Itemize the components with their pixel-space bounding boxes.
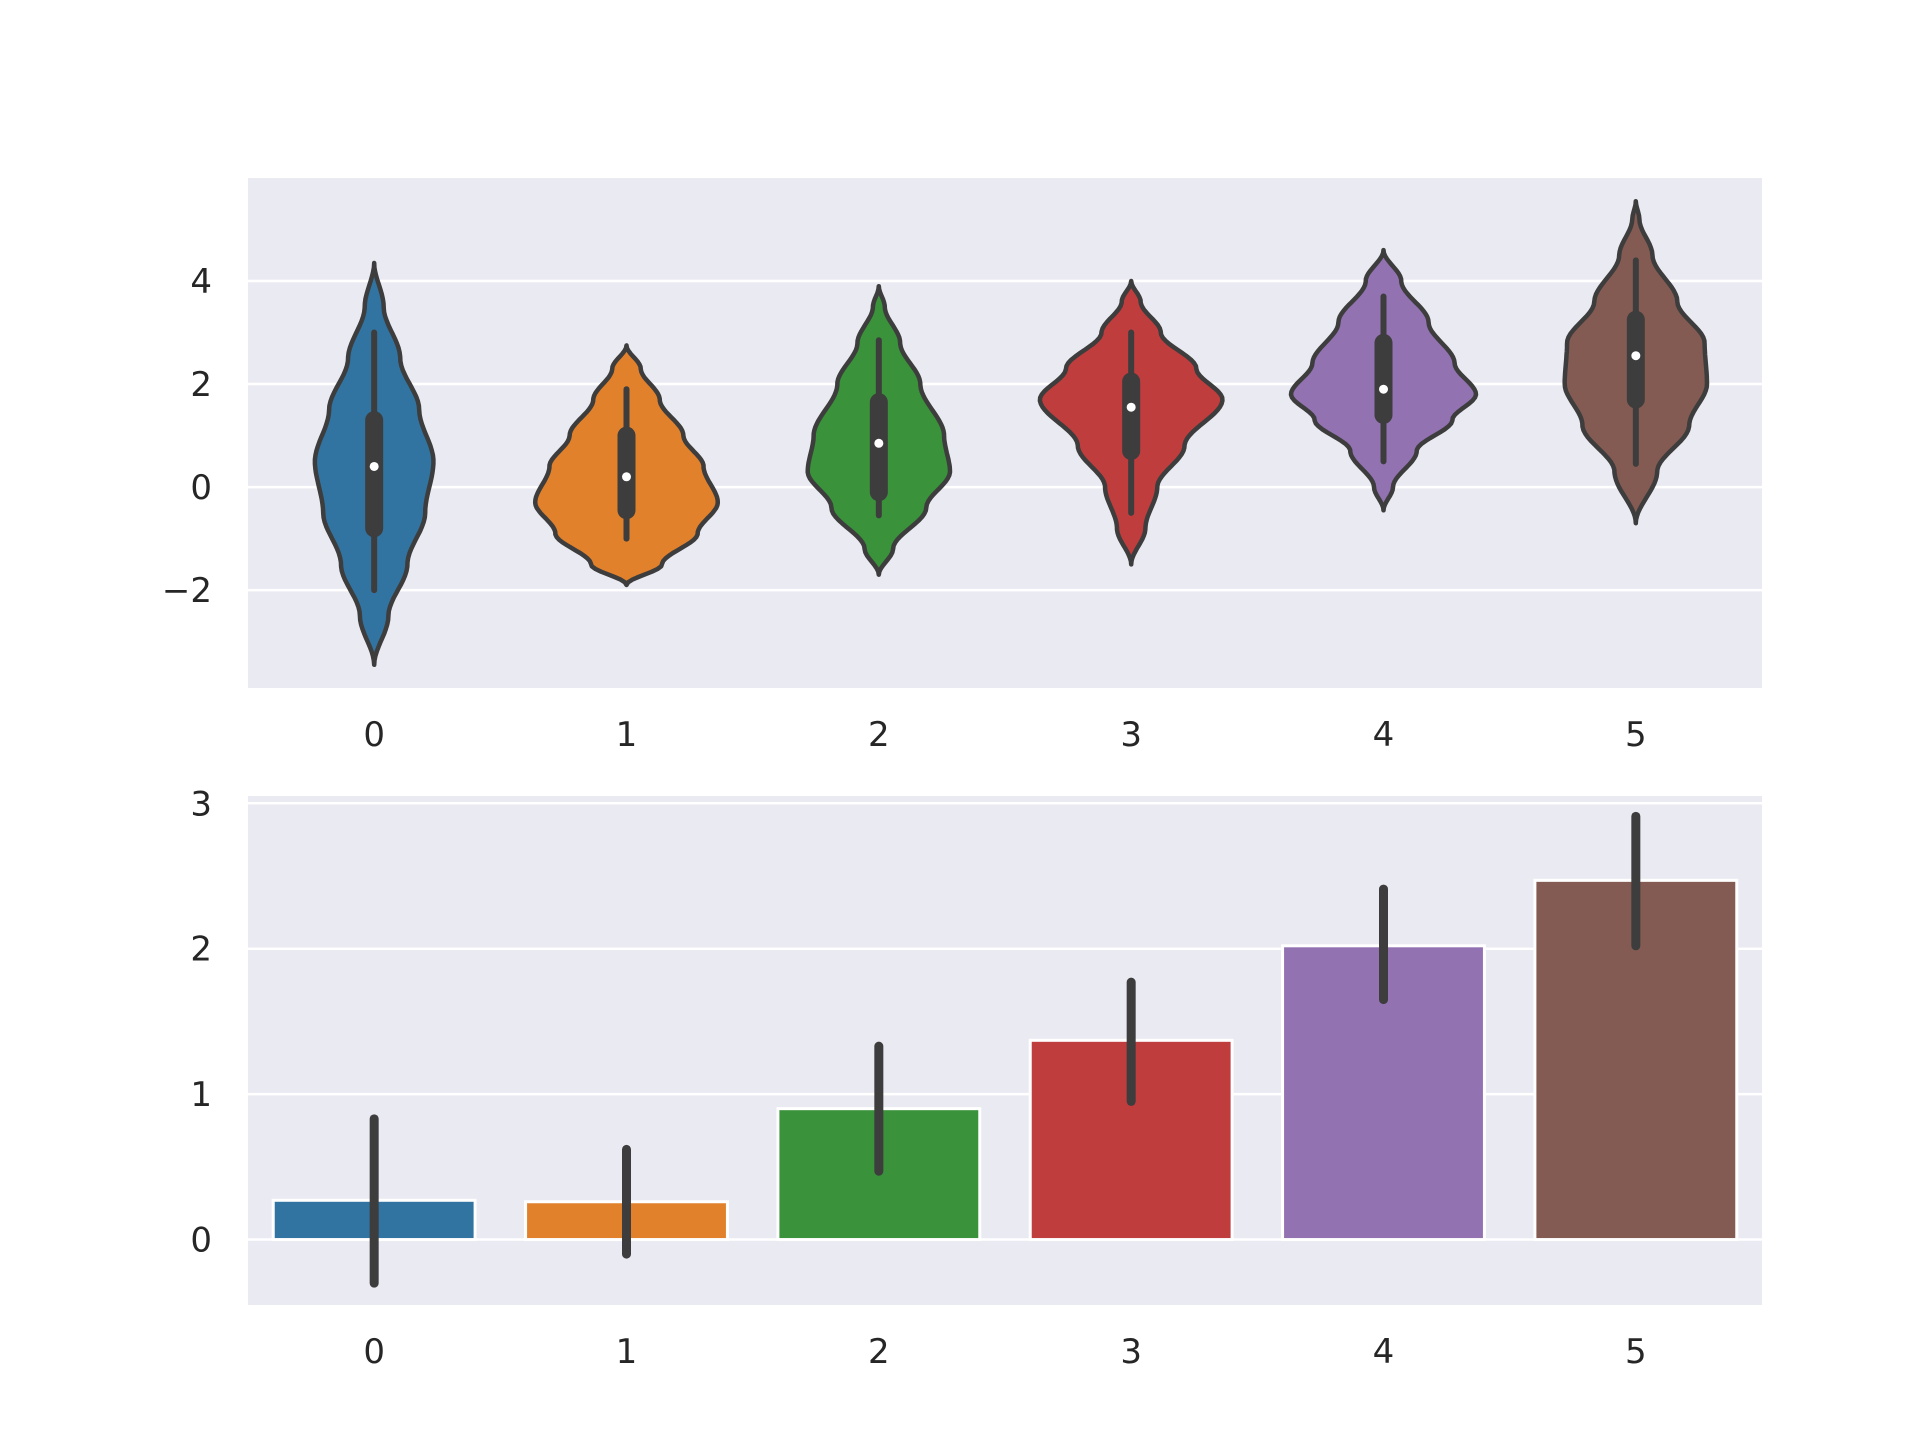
- bar-x-tick-label-2: 2: [868, 1332, 890, 1372]
- bar-x-tick-label-1: 1: [616, 1332, 638, 1372]
- violin-x-tick-label-4: 4: [1373, 715, 1395, 755]
- violin-x-tick-label-2: 2: [868, 715, 890, 755]
- violin-y-tick-label-0: −2: [162, 571, 212, 611]
- bar-x-tick-label-3: 3: [1120, 1332, 1142, 1372]
- violin-median-0: [369, 461, 379, 471]
- bar-x-tick-label-0: 0: [363, 1332, 385, 1372]
- violin-4: [1288, 247, 1479, 513]
- bar-y-tick-label-1: 1: [190, 1075, 212, 1115]
- violin-x-tick-label-1: 1: [616, 715, 638, 755]
- bar-y-tick-label-3: 3: [190, 784, 212, 824]
- violin-axes-background: [248, 178, 1762, 688]
- bar-plot-panel: 0 1 2 3 0 1 2 3 4 5: [190, 784, 1762, 1372]
- violin-plot-panel: −2 0 2 4 0 1 2 3 4 5: [162, 178, 1762, 755]
- violin-median-5: [1631, 351, 1641, 361]
- violin-y-tick-label-2: 2: [190, 365, 212, 405]
- violin-3: [1037, 278, 1225, 567]
- violin-5: [1562, 198, 1710, 526]
- violin-x-tick-label-5: 5: [1625, 715, 1647, 755]
- violin-y-tick-label-1: 0: [190, 468, 212, 508]
- bar-x-tick-label-5: 5: [1625, 1332, 1647, 1372]
- violin-median-4: [1379, 384, 1388, 394]
- violin-1: [532, 343, 721, 588]
- violin-median-2: [874, 438, 884, 448]
- violin-median-3: [1126, 402, 1136, 412]
- violin-median-1: [622, 472, 631, 482]
- violin-y-tick-label-3: 4: [190, 262, 212, 302]
- violin-x-tick-label-0: 0: [363, 715, 385, 755]
- violin-0: [312, 260, 436, 668]
- bar-y-tick-label-0: 0: [190, 1221, 212, 1261]
- bar-x-tick-label-4: 4: [1373, 1332, 1395, 1372]
- bar-axes-background: [248, 796, 1762, 1305]
- bar-y-tick-label-2: 2: [190, 930, 212, 970]
- violin-x-tick-label-3: 3: [1120, 715, 1142, 755]
- violin-2: [805, 283, 953, 577]
